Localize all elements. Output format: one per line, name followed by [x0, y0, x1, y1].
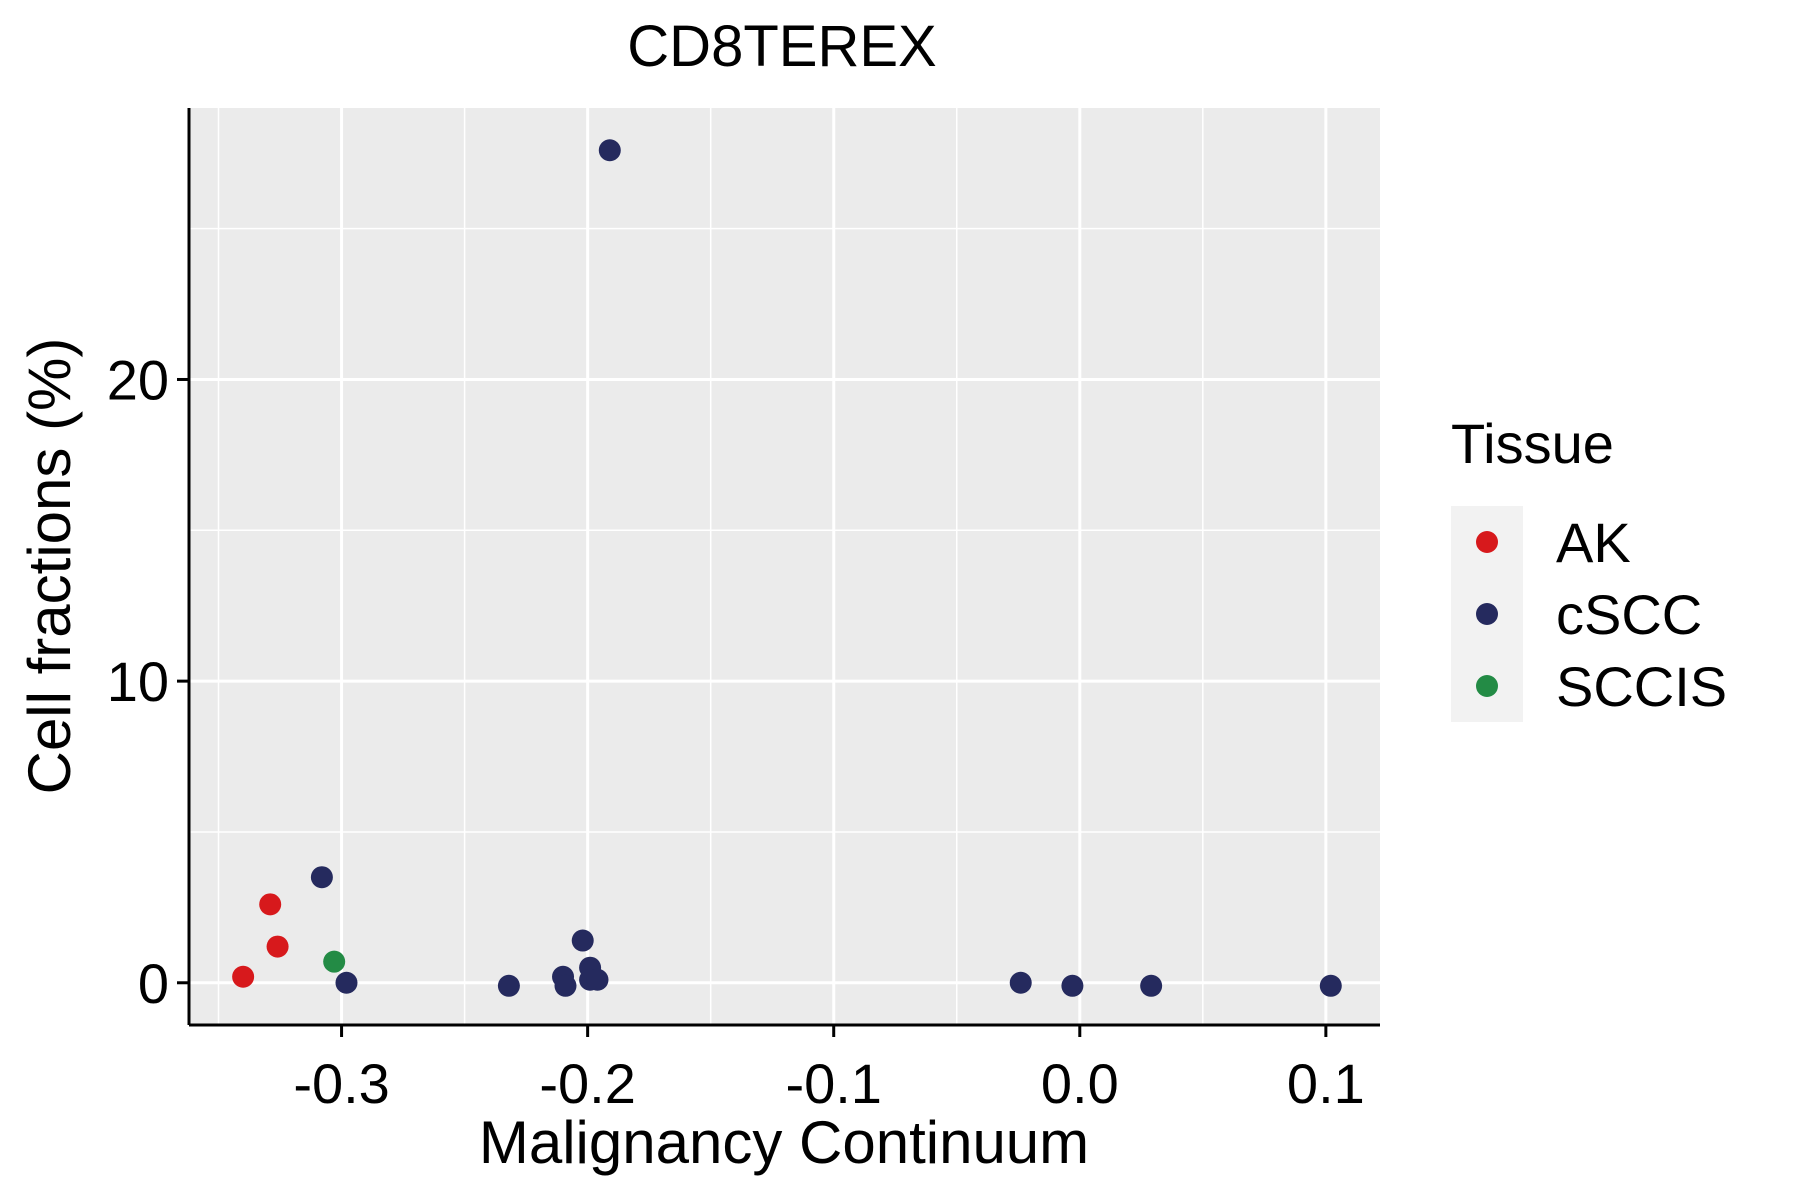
legend: Tissue AK cSCC SCCIS	[1451, 412, 1727, 722]
x-axis-title: Malignancy Continuum	[479, 1109, 1089, 1176]
point-cscc-5	[571, 929, 594, 952]
point-cscc-0	[310, 866, 333, 889]
x-tick-label-4: 0.1	[1287, 1052, 1365, 1115]
point-cscc-9	[598, 139, 621, 162]
y-tick-label-2: 20	[107, 348, 169, 411]
x-tick-label-3: 0.0	[1041, 1052, 1119, 1115]
point-cscc-13	[1319, 974, 1342, 997]
plot-panel	[189, 108, 1380, 1025]
legend-key-ak	[1476, 531, 1498, 553]
data-points	[232, 139, 1342, 997]
point-cscc-4	[554, 974, 577, 997]
x-tick-label-0: -0.3	[293, 1052, 390, 1115]
y-tick-label-1: 10	[107, 650, 169, 713]
point-sccis-0	[323, 950, 346, 973]
legend-label-cscc: cSCC	[1556, 583, 1702, 646]
x-axis-ticks: -0.3 -0.2 -0.1 0.0 0.1	[293, 1025, 1365, 1115]
point-cscc-11	[1061, 974, 1084, 997]
y-axis-ticks: 0 10 20	[107, 348, 189, 1015]
point-cscc-10	[1009, 971, 1032, 994]
series-ak	[232, 893, 289, 988]
y-axis-title: Cell fractions (%)	[16, 338, 83, 795]
point-ak-1	[259, 893, 282, 916]
legend-label-sccis: SCCIS	[1556, 655, 1727, 718]
point-cscc-12	[1140, 974, 1163, 997]
legend-key-cscc	[1476, 603, 1498, 625]
y-tick-label-0: 0	[138, 952, 169, 1015]
chart-title: CD8TEREX	[627, 14, 936, 79]
series-sccis	[323, 950, 346, 973]
point-cscc-2	[497, 974, 520, 997]
point-ak-0	[232, 965, 255, 988]
point-cscc-8	[586, 968, 609, 991]
series-cscc	[310, 139, 1342, 997]
legend-key-sccis	[1476, 675, 1498, 697]
x-tick-label-1: -0.2	[539, 1052, 636, 1115]
point-cscc-1	[335, 971, 358, 994]
x-tick-label-2: -0.1	[785, 1052, 882, 1115]
point-ak-2	[266, 935, 289, 958]
legend-title: Tissue	[1451, 412, 1614, 475]
legend-label-ak: AK	[1556, 511, 1631, 574]
grid-lines	[189, 108, 1380, 1025]
